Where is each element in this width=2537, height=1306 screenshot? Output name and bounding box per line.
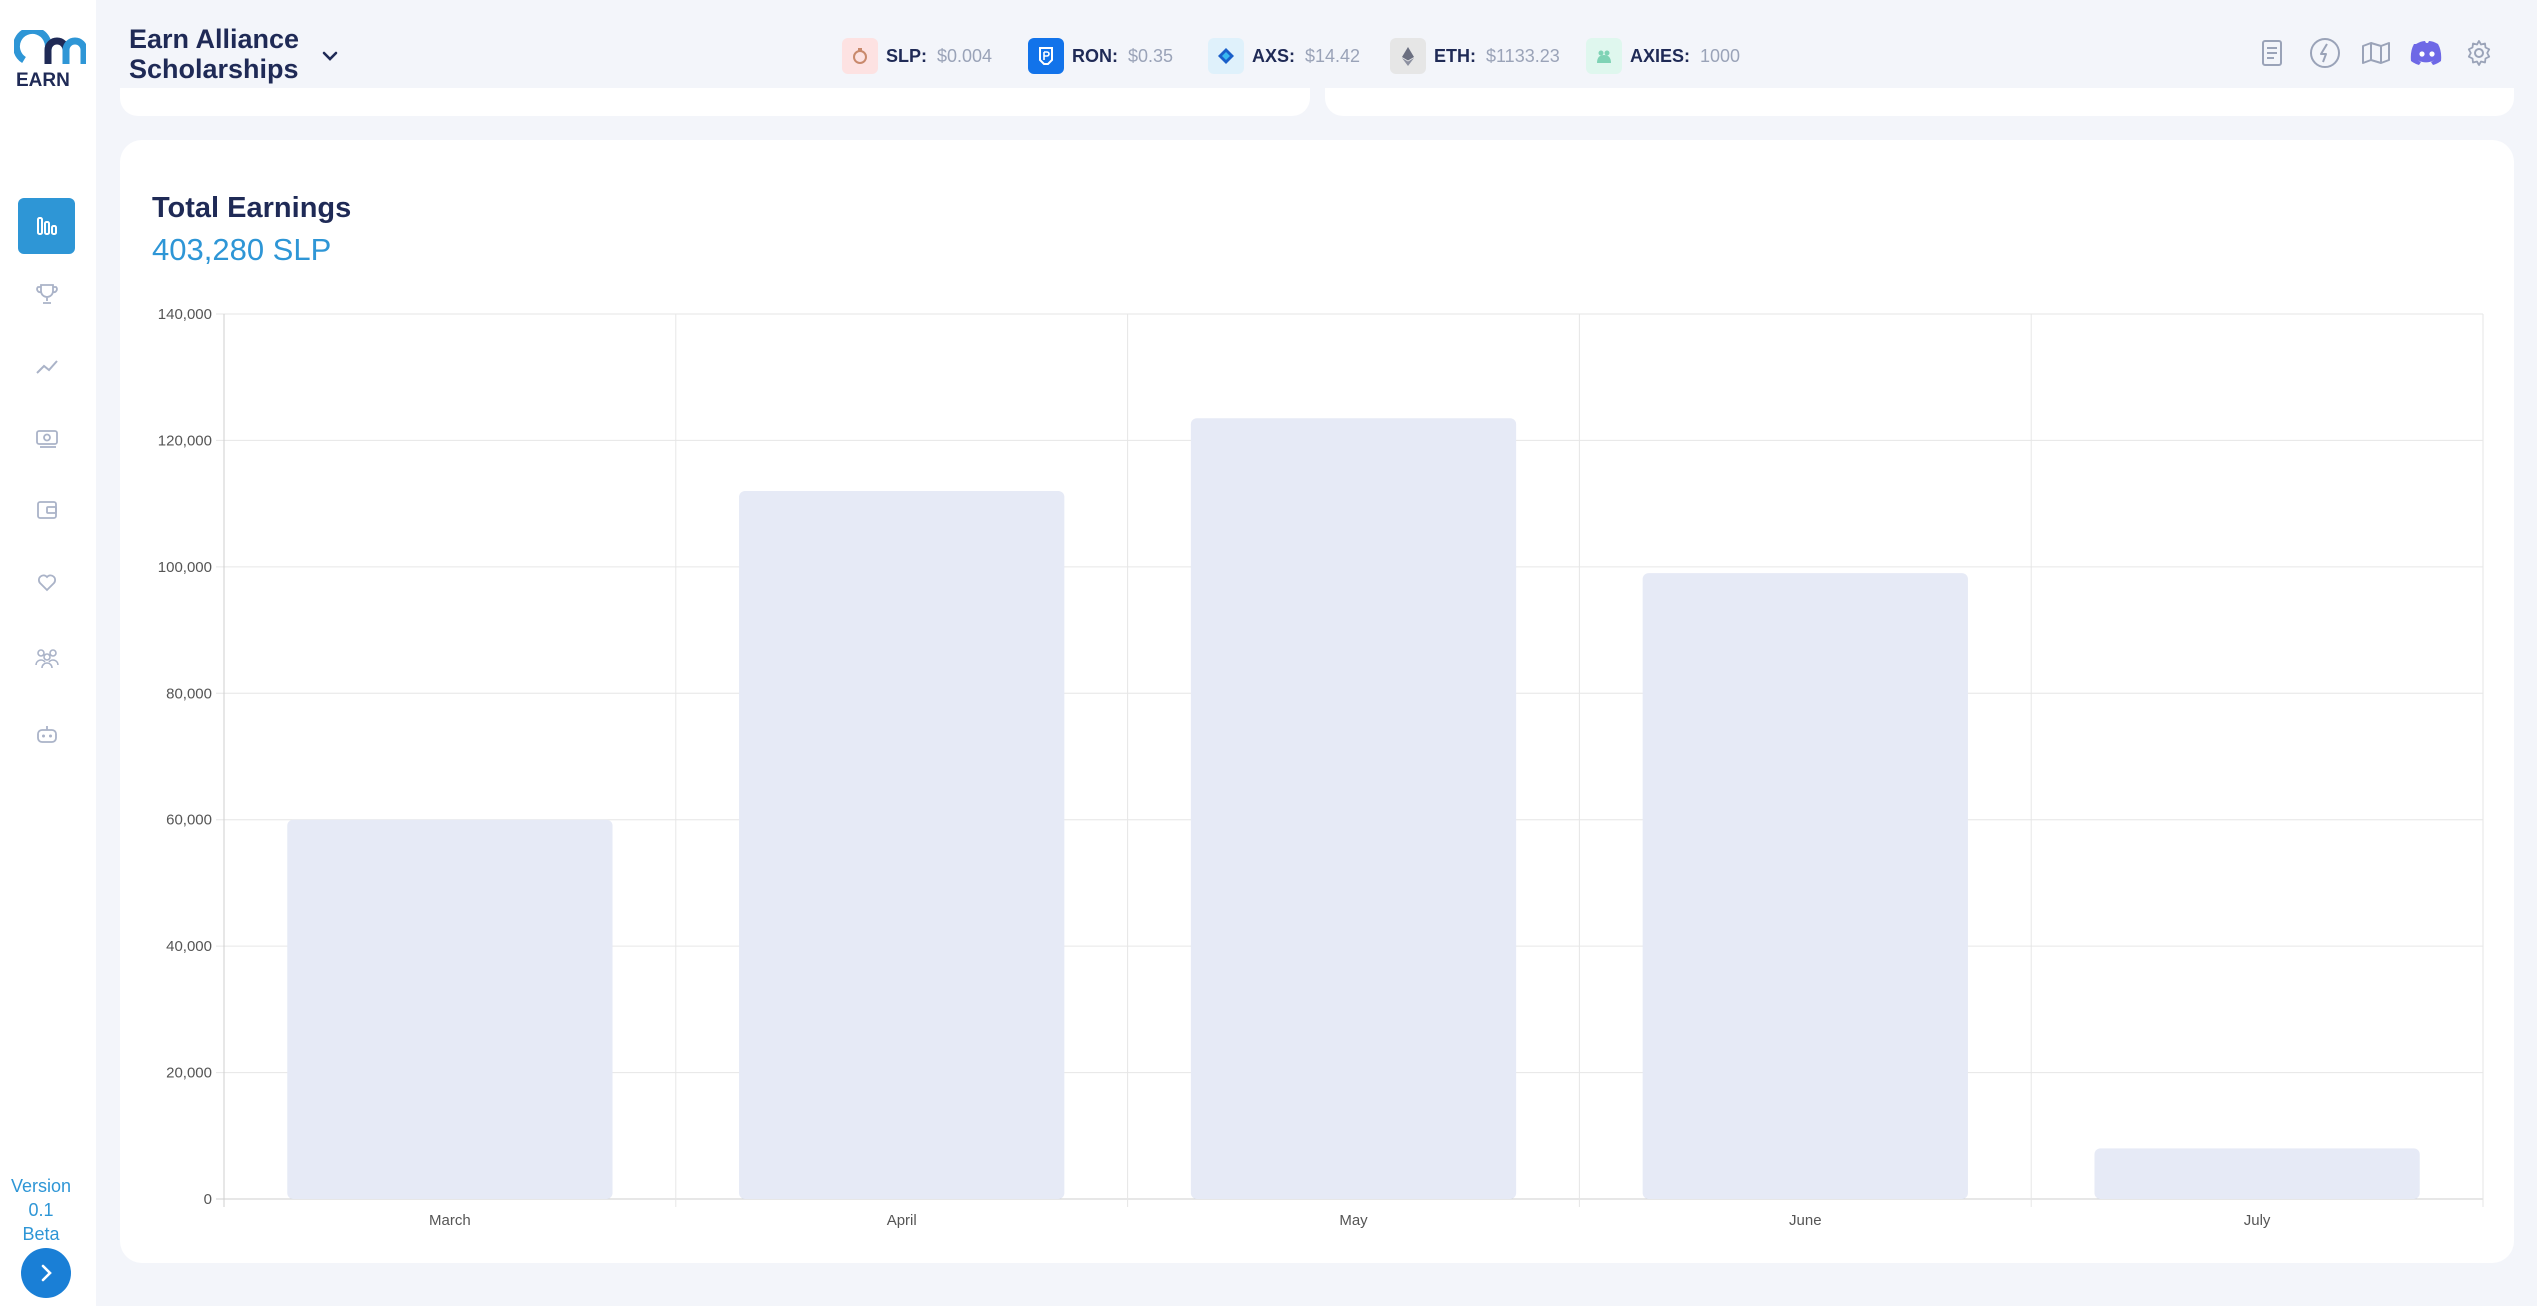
ticker-slp-name: SLP: <box>886 45 928 66</box>
ticker-ron: RON: $0.35 <box>1028 38 1173 74</box>
ticker-axies-value: 1000 <box>1700 45 1741 66</box>
map-icon[interactable] <box>2359 36 2393 70</box>
version-label: Version 0.1 Beta <box>0 1174 82 1246</box>
x-tick-label: July <box>2244 1212 2271 1229</box>
top-header: Earn Alliance Scholarships SLP: $0.004 R… <box>96 0 2537 88</box>
total-earnings-card: Total Earnings 403,280 SLP 0 20,000 40,000… <box>120 140 2514 1263</box>
svg-text:EARN: EARN <box>16 70 70 91</box>
nav-scholars[interactable] <box>18 630 75 686</box>
bar-july <box>2094 1148 2420 1199</box>
bar-chart-icon <box>36 217 57 235</box>
nav-analytics[interactable] <box>18 338 75 394</box>
ticker-axs-name: AXS: <box>1252 45 1296 66</box>
nav-bot[interactable] <box>18 706 75 762</box>
y-tick-label: 20,000 <box>166 1065 212 1082</box>
discord-icon[interactable] <box>2410 36 2444 70</box>
sidebar: EARN <box>0 0 96 1306</box>
version-line-3: Beta <box>22 1224 60 1244</box>
bar-may <box>1190 418 1517 1199</box>
slp-potion-icon <box>842 38 878 74</box>
bar-march <box>287 819 613 1199</box>
version-line-1: Version <box>10 1176 72 1196</box>
earnings-chart: 0 20,000 40,000 60,000 80,000 100,000 120,000 1… <box>120 140 2514 1263</box>
bar-june <box>1642 573 1968 1199</box>
y-tick-label: 120,000 <box>158 432 212 449</box>
ticker-axs: AXS: $14.42 <box>1208 38 1360 74</box>
org-title[interactable]: Earn Alliance Scholarships <box>129 24 300 84</box>
nav-favorites[interactable] <box>18 554 75 610</box>
ticker-eth-name: ETH: <box>1434 45 1476 66</box>
earnings-bar-chart: 0 20,000 40,000 60,000 80,000 100,000 120,000 1… <box>158 306 2484 1229</box>
y-tick-label: 100,000 <box>158 559 212 576</box>
ticker-eth: ETH: $1133.23 <box>1390 38 1560 74</box>
eth-icon <box>1390 38 1426 74</box>
group-icon <box>34 649 59 669</box>
earn-logo[interactable]: EARN <box>14 30 86 98</box>
total-earnings-value: 403,280 SLP <box>152 232 332 267</box>
axie-icon <box>1586 38 1622 74</box>
lightning-icon[interactable] <box>2308 36 2342 70</box>
ticker-ron-name: RON: <box>1072 45 1118 66</box>
expand-sidebar-button[interactable] <box>21 1248 71 1298</box>
ticker-axies-name: AXIES: <box>1630 45 1691 66</box>
ticker-ron-value: $0.35 <box>1128 45 1174 66</box>
trend-line-icon <box>35 360 58 374</box>
wallet-icon <box>36 501 57 519</box>
nav-dashboard[interactable] <box>18 198 75 254</box>
x-tick-label: May <box>1339 1212 1368 1229</box>
cash-icon <box>35 430 58 448</box>
nav-leaderboard[interactable] <box>18 266 75 322</box>
ticker-eth-value: $1133.23 <box>1486 45 1560 66</box>
card-title: Total Earnings <box>152 192 352 224</box>
ticker-slp-value: $0.004 <box>937 45 993 66</box>
y-tick-label: 40,000 <box>166 938 212 955</box>
card-stub-right <box>1325 88 2514 116</box>
x-tick-label: March <box>429 1212 471 1229</box>
chevron-down-icon[interactable] <box>318 44 342 68</box>
x-tick-label: June <box>1789 1212 1822 1229</box>
ticker-slp: SLP: $0.004 <box>842 38 992 74</box>
card-stub-left <box>120 88 1310 116</box>
y-tick-label: 60,000 <box>166 812 212 829</box>
axs-icon <box>1208 38 1244 74</box>
bar-april <box>739 491 1065 1199</box>
nav-payments[interactable] <box>18 410 75 466</box>
y-tick-label: 80,000 <box>166 685 212 702</box>
ticker-axies: AXIES: 1000 <box>1586 38 1740 74</box>
version-line-2: 0.1 <box>28 1200 54 1220</box>
document-icon[interactable] <box>2255 36 2289 70</box>
robot-icon <box>36 726 57 743</box>
chevron-right-icon <box>41 1264 52 1282</box>
gear-icon[interactable] <box>2462 36 2496 70</box>
heart-icon <box>37 574 56 592</box>
ronin-icon <box>1028 38 1064 74</box>
x-tick-label: April <box>887 1212 917 1229</box>
nav-wallet[interactable] <box>18 482 75 538</box>
ticker-axs-value: $14.42 <box>1305 45 1361 66</box>
trophy-icon <box>35 284 58 304</box>
y-tick-label: 140,000 <box>158 306 212 323</box>
y-tick-label: 0 <box>204 1191 212 1208</box>
